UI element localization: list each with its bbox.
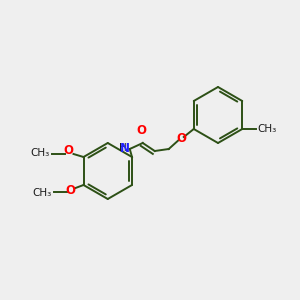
Text: N: N — [120, 142, 130, 154]
Text: CH₃: CH₃ — [257, 124, 277, 134]
Text: O: O — [65, 184, 76, 197]
Text: CH₃: CH₃ — [30, 148, 50, 158]
Text: H: H — [119, 143, 127, 153]
Text: O: O — [177, 131, 187, 145]
Text: CH₃: CH₃ — [32, 188, 52, 198]
Text: O: O — [137, 124, 147, 137]
Text: O: O — [64, 145, 74, 158]
